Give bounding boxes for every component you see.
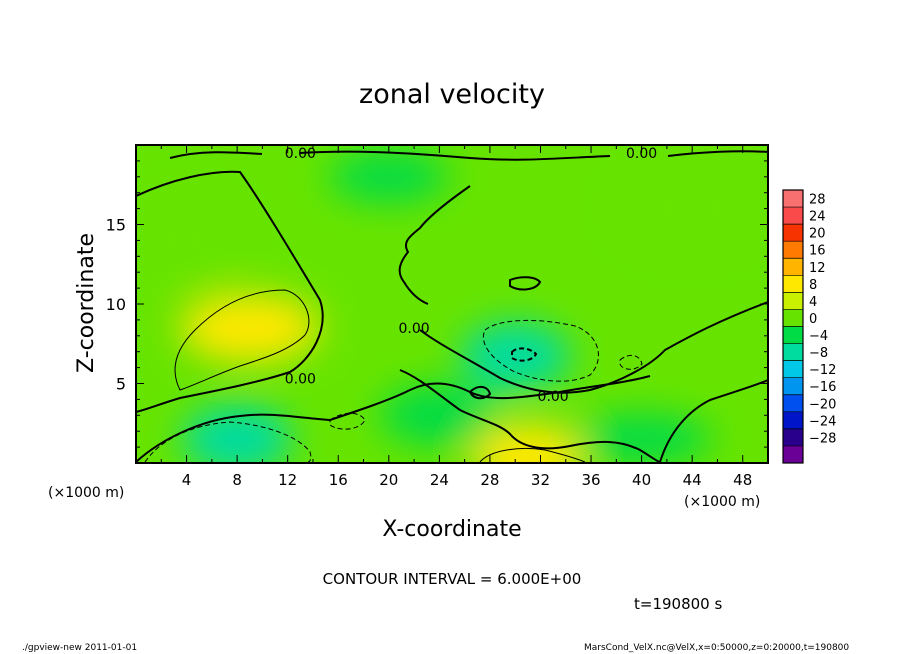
velocity-field [136,145,768,463]
negative-region [460,322,571,391]
colorbar-swatch [783,190,803,208]
colorbar-swatch [783,428,803,446]
contour-labels: 0.00 0.00 0.00 0.00 0.00 [285,146,657,405]
negative-region [328,151,449,202]
x-tick-label: 20 [379,471,398,489]
colorbar-swatch [783,326,803,344]
footer-left: ./gpview-new 2011-01-01 [22,643,137,653]
colorbar-label: 0 [809,312,817,327]
x-tick-label: 44 [683,471,702,489]
x-tick-label: 32 [531,471,550,489]
colorbar-label: 24 [809,210,826,225]
contour-zero-line [169,150,768,161]
contour-label: 0.00 [398,321,429,337]
x-tick-label: 12 [278,471,297,489]
colorbar-label: 20 [809,227,826,242]
colorbar-label: −20 [809,397,836,412]
positive-region [136,200,242,281]
negative-region [379,385,500,446]
colorbar-swatch [783,309,803,327]
contour-lines [136,150,768,463]
x-tick-label: 16 [329,471,348,489]
contour-zero-line [398,185,471,305]
contour-zero-line [659,379,768,463]
contour-label: 0.00 [626,146,657,162]
positive-region [179,293,320,362]
contour-zero-line [509,276,542,291]
positive-region [622,168,763,249]
contour-negative-6 [619,354,643,370]
contour-zero-line [419,301,768,394]
x-tick-label: 40 [632,471,651,489]
colorbar-swatch [783,275,803,293]
colorbar-label: −12 [809,363,836,378]
negative-region [182,405,293,463]
colorbar-label: −16 [809,380,836,395]
x-tick-label: 24 [430,471,449,489]
contour-label: 0.00 [538,389,569,405]
y-unit-label: (×1000 m) [48,485,124,501]
positive-region [472,424,583,463]
colorbar-swatch [783,207,803,225]
colorbar-label: −24 [809,414,836,429]
colorbar-swatch [783,360,803,378]
contour-negative-12 [511,347,538,362]
colorbar-label: −28 [809,431,836,446]
y-tick-label: 15 [106,216,126,235]
colorbar-swatch [783,258,803,276]
colorbar-swatch [783,411,803,429]
colorbar-swatch [783,394,803,412]
x-tick-label: 4 [182,471,192,489]
x-unit-label: (×1000 m) [684,494,760,510]
x-tick-label: 48 [733,471,752,489]
contour-zero-line [468,386,492,400]
contour-zero-line [136,170,324,413]
colorbar-swatch [783,377,803,395]
x-tick-label: 36 [581,471,600,489]
colorbar-swatch [783,224,803,242]
negative-region [571,414,712,463]
contour-zero-line [399,369,661,463]
contour-label: 0.00 [285,372,316,388]
colorbar-label: 16 [809,244,826,259]
contour-interval-text: CONTOUR INTERVAL = 6.000E+00 [323,570,582,588]
contour-positive-6 [174,289,310,391]
colorbar-label: 28 [809,193,826,208]
contour-negative-6 [482,319,599,382]
colorbar-label: 8 [809,278,817,293]
y-tick-label: 5 [116,375,126,394]
x-tick-label: 8 [232,471,242,489]
colorbar-label: −4 [809,329,828,344]
time-text: t=190800 s [634,595,722,613]
colorbar-swatch [783,292,803,310]
y-axis-label: Z-coordinate [74,233,99,373]
colorbar-swatch [783,445,803,463]
x-axis-label: X-coordinate [382,517,521,542]
chart-title: zonal velocity [359,79,545,110]
contour-label: 0.00 [285,146,316,162]
colorbar: 28 24 20 16 12 8 4 0 −4 −8 −12 −16 −20 −24 −28 [782,189,836,464]
colorbar-label: 4 [809,295,817,310]
colorbar-label: −8 [809,346,828,361]
colorbar-swatch [783,343,803,361]
x-tick-label: 28 [480,471,499,489]
footer-right: MarsCond_VelX.nc@VelX,x=0:50000,z=0:2000… [584,643,849,653]
colorbar-swatch [783,241,803,259]
x-axis: 4 8 12 16 20 24 28 32 36 40 44 48 [160,145,752,489]
y-tick-label: 10 [106,295,126,314]
colorbar-label: 12 [809,261,826,276]
contour-positive-6 [479,448,586,463]
y-axis: 5 10 15 [106,160,768,448]
